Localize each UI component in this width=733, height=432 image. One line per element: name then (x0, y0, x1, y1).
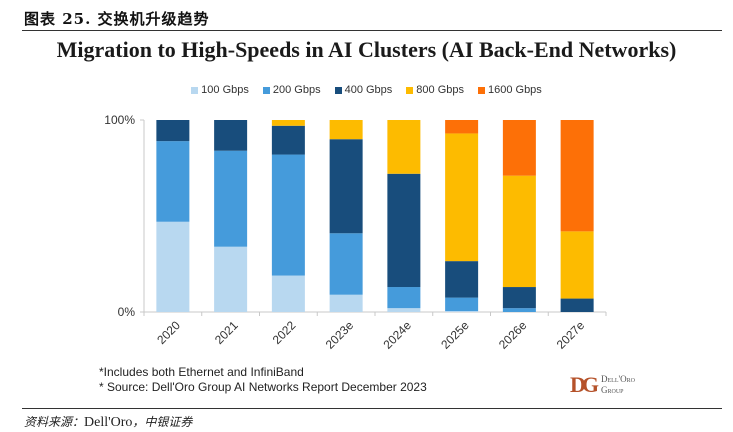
bar-segment-200-gbps (387, 287, 421, 309)
bar-segment-800-gbps (271, 120, 305, 126)
legend-swatch (406, 86, 414, 94)
legend-item: 100 Gbps (191, 84, 249, 96)
bar-segment-400-gbps (445, 261, 479, 298)
bar-segment-800-gbps (502, 175, 536, 288)
bar-segment-400-gbps (502, 287, 536, 309)
legend-label: 200 Gbps (272, 84, 321, 96)
bar-segment-400-gbps (387, 173, 421, 288)
source-main: Dell'Oro (84, 415, 133, 430)
x-tick-label: 2020 (154, 318, 183, 347)
bar-segment-400-gbps (560, 298, 594, 312)
bar-segment-400-gbps (156, 120, 190, 142)
x-tick-label: 2023e (323, 318, 357, 352)
legend-label: 400 Gbps (344, 84, 393, 96)
note-includes: *Includes both Ethernet and InfiniBand (99, 365, 304, 379)
legend: 100 Gbps 200 Gbps 400 Gbps 800 Gbps 1600 Gbp… (0, 84, 733, 96)
bar-segment-200-gbps (214, 150, 248, 247)
x-tick-label: 2024e (380, 318, 414, 352)
bar-segment-400-gbps (214, 120, 248, 151)
bar-segment-400-gbps (329, 139, 363, 234)
legend-item: 1600 Gbps (477, 84, 542, 96)
bar-segment-1600-gbps (560, 120, 594, 232)
bar-segment-100-gbps (387, 308, 421, 312)
logo-line2: Group (601, 385, 624, 395)
source-prefix: 资料来源： (24, 415, 85, 429)
bar-segment-800-gbps (387, 120, 421, 174)
note-source: * Source: Dell'Oro Group AI Networks Rep… (99, 380, 427, 394)
bar-segment-800-gbps (560, 231, 594, 299)
legend-swatch (334, 86, 342, 94)
legend-item: 800 Gbps (406, 84, 464, 96)
bar-segment-100-gbps (271, 275, 305, 312)
legend-label: 800 Gbps (416, 84, 464, 96)
logo-mark: DG (570, 372, 599, 397)
legend-item: 400 Gbps (334, 84, 393, 96)
x-tick-label: 2026e (496, 318, 530, 352)
figure-caption: 图表 25. 交换机升级趋势 (24, 10, 210, 28)
legend-swatch (262, 86, 270, 94)
bar-segment-200-gbps (271, 154, 305, 276)
x-tick-label: 2025e (438, 318, 472, 352)
legend-item: 200 Gbps (262, 84, 321, 96)
logo-text: Dell'Oro Group (601, 374, 635, 396)
bar-segment-100-gbps (156, 221, 190, 312)
bar-segment-800-gbps (329, 120, 363, 140)
bar-segment-100-gbps (445, 311, 479, 312)
bar-segment-1600-gbps (502, 120, 536, 176)
bar-segment-200-gbps (445, 297, 479, 312)
bar-segment-800-gbps (445, 133, 479, 262)
bar-segment-400-gbps (271, 125, 305, 155)
legend-label: 1600 Gbps (487, 84, 542, 96)
bar-segment-200-gbps (502, 308, 536, 312)
legend-label: 100 Gbps (201, 84, 249, 96)
delloro-logo: DG Dell'Oro Group (570, 372, 635, 398)
top-rule (22, 30, 722, 31)
chart-title: Migration to High-Speeds in AI Clusters … (56, 37, 677, 62)
x-tick-label: 2027e (554, 318, 588, 352)
bar-segment-100-gbps (329, 294, 363, 312)
y-tick-label-0: 0% (118, 305, 136, 319)
source-suffix: ，中银证券 (132, 415, 193, 429)
bar-segment-100-gbps (214, 246, 248, 312)
bar-segment-200-gbps (156, 141, 190, 222)
y-tick-label-100: 100% (104, 113, 135, 127)
source-line: 资料来源：Dell'Oro，中银证券 (24, 413, 192, 431)
bar-segment-200-gbps (329, 233, 363, 295)
legend-swatch (477, 86, 485, 94)
logo-line1: Dell'Oro (601, 374, 635, 384)
legend-swatch (191, 86, 199, 94)
bottom-rule (22, 408, 722, 409)
bar-segment-1600-gbps (445, 120, 479, 134)
x-tick-label: 2022 (270, 318, 299, 347)
x-tick-label: 2021 (212, 318, 241, 347)
